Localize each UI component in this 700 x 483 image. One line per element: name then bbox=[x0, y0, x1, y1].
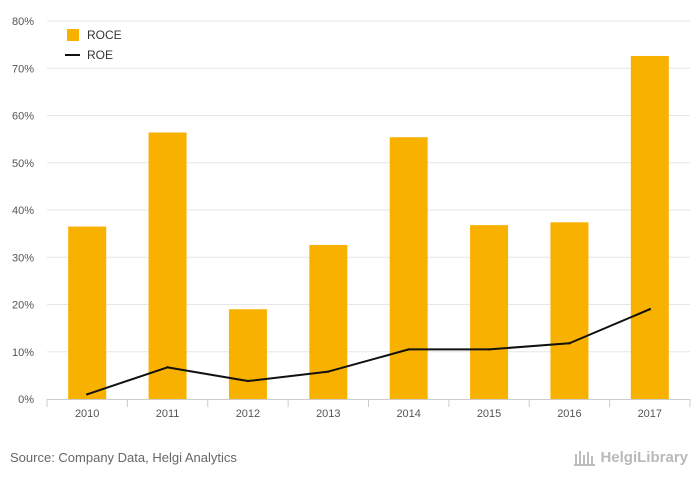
brand-name: HelgiLibrary bbox=[600, 448, 688, 466]
roce-bar bbox=[470, 225, 509, 399]
roe-line bbox=[86, 308, 651, 396]
y-tick-label: 80% bbox=[12, 16, 34, 28]
roe-point bbox=[487, 348, 491, 351]
x-tick-label: 2016 bbox=[557, 408, 581, 420]
x-tick-label: 2013 bbox=[316, 408, 340, 420]
x-tick-label: 2014 bbox=[396, 408, 420, 420]
x-axis: 2010 2011 2012 2013 2014 2015 2016 2017 bbox=[46, 399, 691, 420]
roe-point bbox=[648, 308, 652, 311]
y-tick-label: 10% bbox=[12, 347, 34, 359]
roe-point bbox=[166, 366, 169, 369]
y-tick-label: 70% bbox=[12, 63, 34, 75]
x-tick-label: 2015 bbox=[477, 408, 501, 420]
legend-roce-label: ROCE bbox=[87, 28, 122, 42]
legend: ROCE ROE bbox=[65, 28, 122, 62]
brand-logo: HelgiLibrary bbox=[574, 448, 688, 466]
roce-bars bbox=[68, 55, 669, 400]
source-note: Source: Company Data, Helgi Analytics bbox=[10, 450, 237, 465]
y-tick-label: 60% bbox=[12, 111, 34, 123]
roe-line-series bbox=[85, 308, 652, 396]
roce-bar bbox=[630, 55, 669, 400]
roce-bar bbox=[148, 132, 187, 399]
grid bbox=[47, 20, 690, 353]
roe-point bbox=[568, 342, 571, 345]
roce-bar bbox=[68, 226, 107, 399]
x-tick-label: 2012 bbox=[236, 408, 260, 420]
roce-bar bbox=[389, 137, 428, 400]
roe-point bbox=[85, 393, 89, 396]
y-tick-label: 20% bbox=[12, 300, 34, 312]
legend-roce-swatch bbox=[67, 29, 79, 41]
roe-point bbox=[407, 348, 410, 351]
legend-roe-label: ROE bbox=[87, 48, 113, 62]
roe-point bbox=[327, 370, 330, 373]
y-tick-label: 40% bbox=[12, 205, 34, 217]
y-axis: 0% 10% 20% 30% 40% 50% 60% 70% 80% bbox=[12, 16, 34, 406]
x-tick-label: 2017 bbox=[638, 408, 662, 420]
x-tick-label: 2010 bbox=[75, 408, 99, 420]
chart: 0%10%20%30%40%50%60%70%80% 2010 2011 2012 2… bbox=[12, 16, 691, 420]
x-tick-label: 2011 bbox=[156, 408, 180, 420]
roce-bar bbox=[309, 244, 348, 399]
y-tick-label: 50% bbox=[12, 158, 34, 170]
y-tick-label: 0% bbox=[18, 394, 34, 406]
roe-point bbox=[246, 379, 250, 383]
y-tick-label: 30% bbox=[12, 252, 34, 264]
roce-bar bbox=[228, 309, 267, 399]
library-icon bbox=[574, 451, 596, 466]
roce-bar bbox=[550, 222, 589, 399]
